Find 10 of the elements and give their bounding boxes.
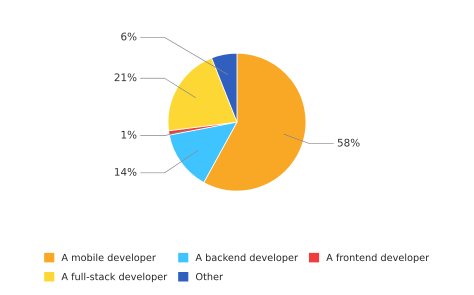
legend-label: Other xyxy=(196,272,224,280)
data-label: 58% xyxy=(338,138,360,147)
data-label: 21% xyxy=(114,73,136,82)
legend-label: A backend developer xyxy=(195,254,298,264)
legend-label: A mobile developer xyxy=(61,254,156,264)
data-label: 6% xyxy=(121,32,136,40)
legend-label: A frontend developer xyxy=(326,254,430,264)
data-label: 14% xyxy=(114,168,136,176)
data-label: 1% xyxy=(122,130,136,139)
legend-label: A full-stack developer xyxy=(61,272,168,282)
